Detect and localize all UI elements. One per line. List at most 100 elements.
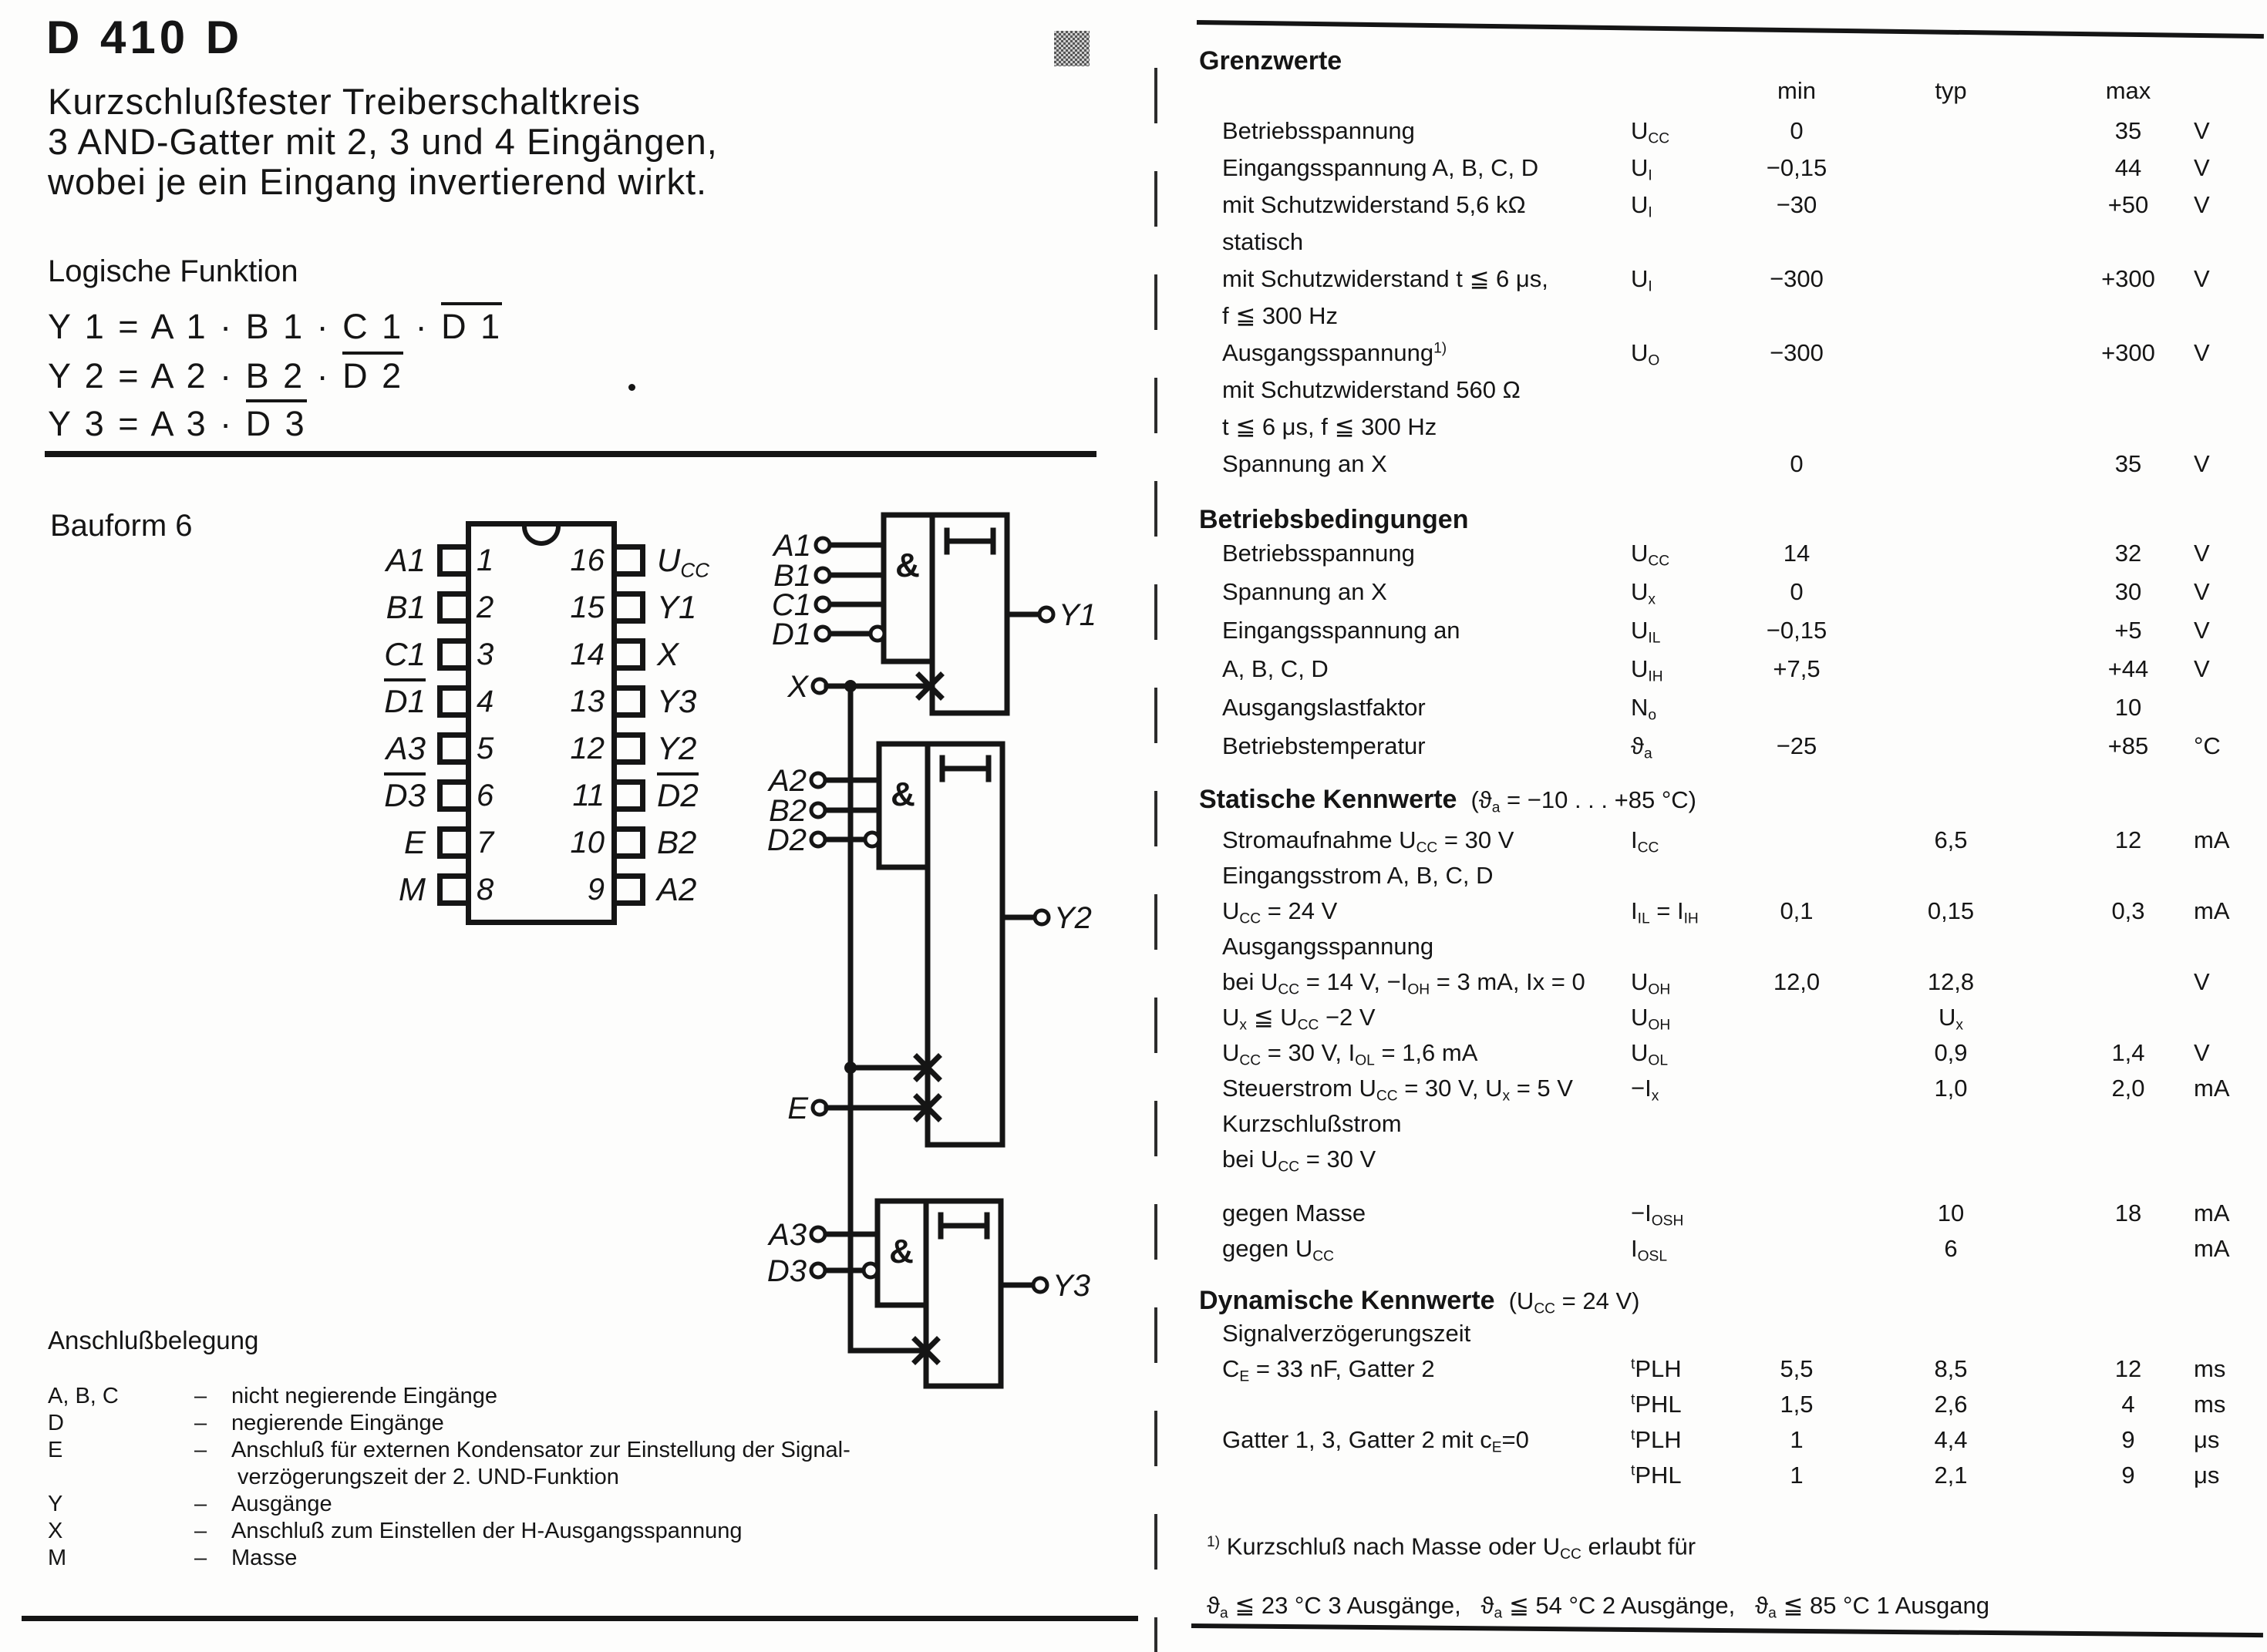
legend-term: A, B, C: [48, 1384, 119, 1408]
spec-row: Betriebstemperatur ϑa −25 +85 °C: [1199, 732, 2267, 771]
legend-description: nicht negierende Eingänge: [231, 1384, 498, 1408]
legend-item: D – negierende Eingänge: [48, 1410, 1127, 1437]
pin-label: D2: [657, 772, 699, 816]
row-min-value: 1,5: [1780, 1391, 1814, 1418]
output-label: Y3: [1053, 1269, 1090, 1303]
input-label: D2: [767, 823, 807, 857]
row-symbol: −IOSH: [1631, 1199, 1684, 1230]
and-symbol: &: [891, 776, 915, 813]
section-dynamische: Dynamische Kennwerte (UCC = 24 V) Signalve…: [1199, 1286, 2267, 1489]
print-artifact-dot: [628, 384, 635, 391]
row-label: t ≦ 6 μs, f ≦ 300 Hz: [1222, 413, 1437, 440]
description-line: wobei je ein Eingang invertierend wirkt.: [48, 161, 708, 202]
row-typ-value: 12,8: [1927, 968, 1975, 995]
delay-icon: [938, 1212, 990, 1240]
section-rows: Stromaufnahme UCC = 30 V ICC 6,5 12 mA Eingan…: [1199, 826, 2267, 1270]
legend-item: verzögerungszeit der 2. UND-Funktion: [48, 1464, 1127, 1491]
output-label: Y1: [1059, 598, 1096, 632]
spec-row: Eingangsspannung an UIL −0,15 +5 V: [1199, 617, 2267, 655]
pin-box: [611, 591, 645, 624]
row-symbol: tPLH: [1631, 1426, 1682, 1453]
row-unit: μs: [2194, 1462, 2220, 1489]
input-wires-2: [822, 777, 882, 843]
pin-label: UCC: [657, 542, 709, 582]
row-max-value: 18: [2114, 1199, 2142, 1226]
row-min-value: 0: [1790, 117, 1804, 144]
spec-row: mit Schutzwiderstand t ≦ 6 μs, UI −300 +300…: [1199, 265, 2267, 302]
row-min-value: 5,5: [1780, 1355, 1814, 1382]
pin-number: 2: [477, 590, 494, 624]
legend-dash-icon: –: [194, 1438, 207, 1462]
row-label: Kurzschlußstrom: [1222, 1110, 1402, 1137]
spec-row: tPHL 1,5 2,6 4 ms: [1199, 1391, 2267, 1426]
row-label: Spannung an X: [1222, 578, 1387, 605]
pin-label: B2: [657, 824, 697, 860]
row-typ-value: 0,15: [1927, 897, 1975, 924]
input-wires-3: [822, 1231, 881, 1273]
row-min-value: −300: [1770, 339, 1824, 366]
column-header-typ: typ: [1935, 77, 1967, 104]
row-unit: V: [2194, 540, 2210, 567]
spec-row: Eingangsspannung A, B, C, D UI −0,15 44 V: [1199, 154, 2267, 191]
row-max-value: 9: [2121, 1462, 2135, 1489]
spec-row: tPHL 1 2,1 9 μs: [1199, 1462, 2267, 1497]
delay-icon: [939, 755, 992, 782]
row-symbol: IIL = IIH: [1631, 897, 1699, 927]
legend-item: M – Masse: [48, 1545, 1127, 1572]
pin-number: 15: [570, 590, 605, 624]
row-symbol: IOSL: [1631, 1235, 1668, 1265]
row-max-value: 30: [2114, 578, 2142, 605]
row-max-value: +300: [2101, 265, 2155, 292]
row-label: Betriebsspannung: [1222, 540, 1415, 567]
spec-row: gegen UCC IOSL 6 mA: [1199, 1235, 2267, 1270]
pin-number: 3: [477, 638, 494, 671]
print-mark-square: [1054, 31, 1090, 66]
row-max-value: +44: [2107, 655, 2149, 682]
row-unit: V: [2194, 191, 2210, 218]
section-heading-text: Betriebsbedingungen: [1199, 505, 1469, 534]
row-label: Ausgangslastfaktor: [1222, 694, 1426, 721]
column-separator: [1154, 68, 1157, 1652]
pin-label: M: [399, 871, 426, 907]
row-label: Ux ≦ UCC −2 V: [1222, 1004, 1376, 1034]
input-label: B2: [769, 794, 807, 828]
legend-term: D: [48, 1411, 64, 1435]
row-typ-value: 2,6: [1934, 1391, 1968, 1418]
row-label: Eingangsspannung an: [1222, 617, 1460, 644]
spec-row: Betriebsspannung UCC 14 32 V: [1199, 540, 2267, 578]
legend-dash-icon: –: [194, 1546, 207, 1570]
spec-row: Gatter 1, 3, Gatter 2 mit cE=0 tPLH 1 4,4 9 μ…: [1199, 1426, 2267, 1462]
spec-row: CE = 33 nF, Gatter 2 tPLH 5,5 8,5 12 ms: [1199, 1355, 2267, 1391]
row-label: A, B, C, D: [1222, 655, 1329, 682]
spec-row: Eingangsstrom A, B, C, D: [1199, 862, 2267, 897]
row-label: gegen UCC: [1222, 1235, 1334, 1265]
pin-label: X: [657, 636, 679, 672]
row-max-value: +85: [2107, 732, 2149, 759]
input-label: A1: [772, 529, 811, 563]
row-label: mit Schutzwiderstand t ≦ 6 μs,: [1222, 265, 1548, 292]
legend-term: E: [48, 1438, 63, 1462]
spec-row: Ausgangslastfaktor No 10: [1199, 694, 2267, 732]
legend-description: Anschluß für externen Kondensator zur Ei…: [231, 1438, 851, 1462]
row-symbol: UOH: [1631, 968, 1671, 998]
section-heading: Dynamische Kennwerte (UCC = 24 V): [1199, 1286, 2267, 1317]
row-unit: V: [2194, 450, 2210, 477]
row-symbol: UIL: [1631, 617, 1661, 647]
row-typ-value: 10: [1937, 1199, 1965, 1226]
row-unit: °C: [2194, 732, 2221, 759]
legend-term: X: [48, 1519, 63, 1543]
pin-box: [611, 873, 645, 906]
delay-box-2: [925, 741, 1005, 1148]
legend-description: verzögerungszeit der 2. UND-Funktion: [237, 1465, 619, 1489]
x-cross-icon: [913, 1093, 942, 1122]
row-min-value: 1: [1790, 1462, 1804, 1489]
pin-box: [611, 826, 645, 859]
row-label: f ≦ 300 Hz: [1222, 302, 1339, 329]
and-symbol: &: [895, 547, 920, 584]
spec-row: bei UCC = 30 V: [1199, 1146, 2267, 1181]
pin-number: 10: [570, 826, 605, 860]
pin-label: E: [403, 824, 426, 860]
section-heading-note: (ϑa = −10 . . . +85 °C): [1470, 786, 1696, 816]
pin-number: 12: [570, 732, 605, 765]
legend-description: Anschluß zum Einstellen der H-Ausgangssp…: [231, 1519, 743, 1543]
